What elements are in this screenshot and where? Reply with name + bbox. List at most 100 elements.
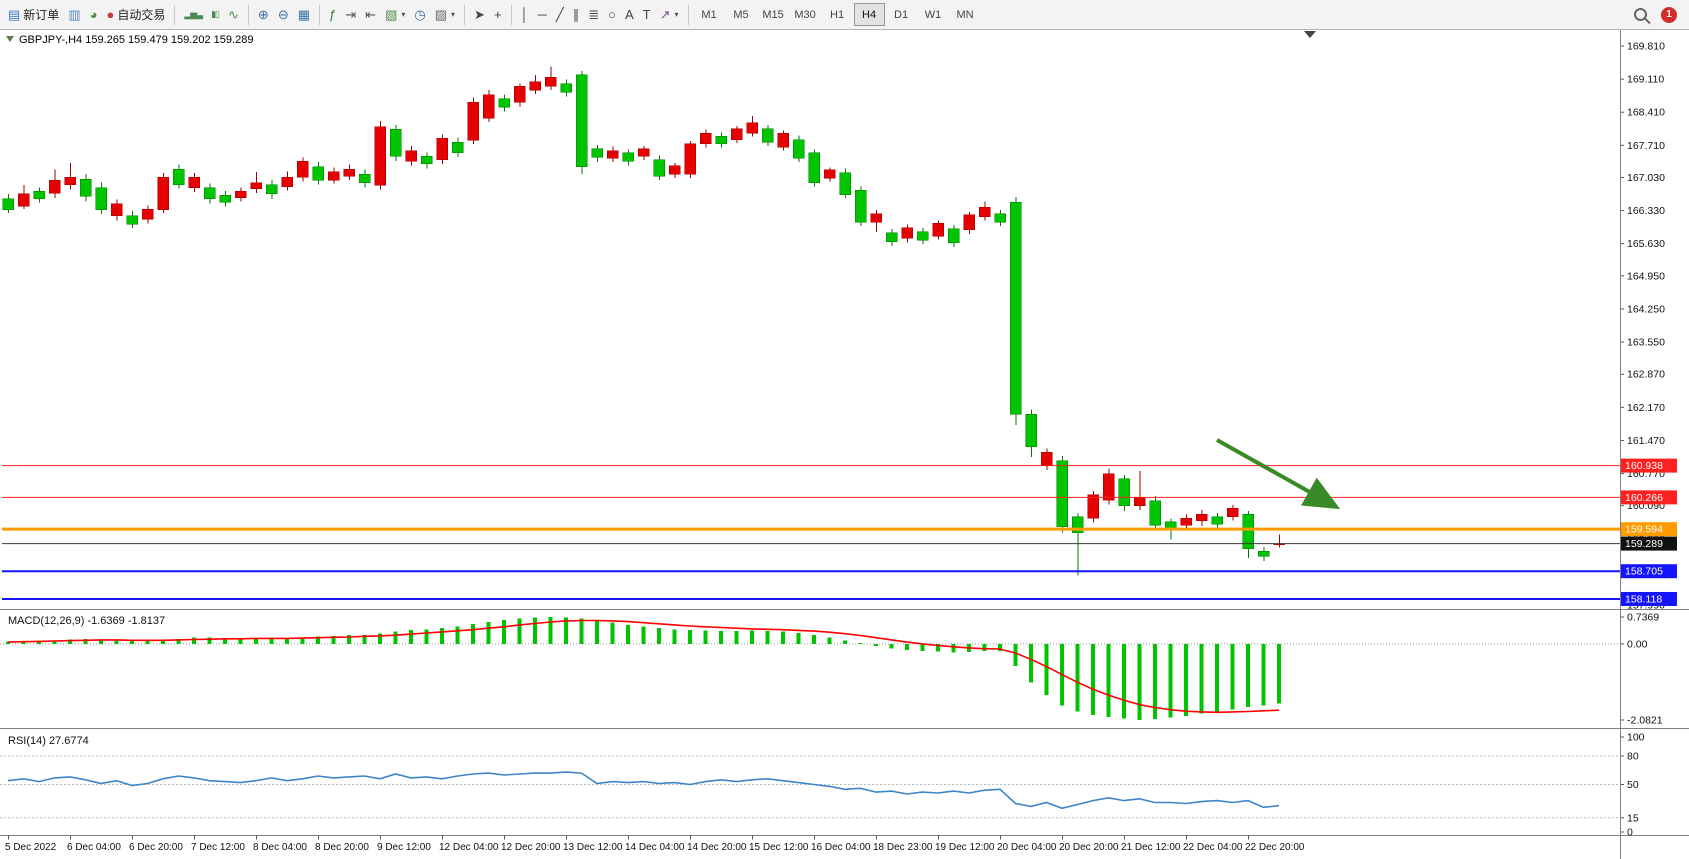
candlestick-series (2, 66, 1285, 576)
price-tick-label: 164.250 (1627, 303, 1665, 315)
templates-icon[interactable]: ▨ ▾ (431, 2, 459, 28)
rsi-tick-label: 50 (1627, 779, 1639, 791)
refresh-icon[interactable]: ◕ (86, 2, 102, 28)
indicator-layer: 0.7369 0.00 -2.0821 100 80 50 15 0 (0, 612, 1663, 839)
autotrading-button[interactable]: ● 自动交易 (102, 2, 169, 28)
time-tick-label: 22 Dec 20:00 (1245, 842, 1305, 853)
toolbar-separator (464, 4, 466, 25)
crosshair-icon[interactable]: + (490, 2, 506, 28)
chart-windows-icon[interactable]: ▥ (64, 2, 84, 28)
macd-panel: 0.7369 0.00 -2.0821 (0, 612, 1663, 727)
new-order-glyph: ▤ (8, 7, 21, 22)
price-badge-158.705 (1621, 564, 1677, 579)
fibonacci-icon[interactable]: ≣ (584, 2, 603, 28)
price-tick-label: 162.870 (1627, 369, 1665, 381)
new-chart-button[interactable]: ▧ ▾ (381, 2, 409, 28)
price-badge-label: 160.266 (1625, 492, 1663, 504)
text-icon[interactable]: A (621, 2, 638, 28)
time-tick-label: 6 Dec 04:00 (67, 842, 121, 853)
text-icon-glyph: A (624, 7, 634, 22)
price-tick-label: 167.710 (1627, 140, 1665, 152)
auto-scroll-icon-glyph: ⇥ (345, 7, 357, 22)
macd-tick-label: 0.00 (1627, 638, 1648, 650)
horizontal-line-icon[interactable]: ─ (534, 2, 551, 28)
tile-windows-icon[interactable]: ▦ (294, 2, 314, 28)
cursor-icon[interactable]: ➤ (470, 2, 489, 28)
arrows-icon-glyph: ↗ (659, 7, 671, 22)
price-badge-160.266 (1621, 490, 1677, 505)
new-order-button[interactable]: ▤ 新订单 (4, 2, 63, 28)
overlay-layer: 160.938 160.266 159.594 158.705 158.118 159.2… (1216, 31, 1677, 606)
timeframe-m1-button[interactable]: M1 (701, 8, 717, 21)
macd-tick-label: -2.0821 (1627, 715, 1663, 727)
vertical-line-icon[interactable]: │ (517, 2, 533, 28)
text-label-icon-glyph: T (642, 7, 651, 22)
macd-title: MACD(12,26,9) -1.6369 -1.8137 (8, 615, 165, 627)
toolbar-right-group: 1 (1630, 2, 1685, 28)
indicators-icon[interactable]: ƒ (325, 2, 340, 28)
indicators-icon-glyph: ƒ (329, 7, 337, 22)
trend-arrow-object[interactable] (1216, 438, 1341, 510)
templates-icon-glyph: ▨ (434, 7, 448, 22)
time-tick-label: 15 Dec 12:00 (749, 842, 809, 853)
price-tick-label: 163.550 (1627, 337, 1665, 349)
rsi-line (7, 771, 1280, 810)
timeframe-m5-button[interactable]: M5 (733, 8, 749, 21)
time-axis[interactable]: 5 Dec 2022 6 Dec 04:00 6 Dec 20:00 7 Dec 12… (5, 835, 1305, 854)
one-click-trading-toggle[interactable] (6, 36, 14, 42)
channel-icon-glyph: ∥ (572, 7, 580, 22)
price-badge-label: 159.594 (1625, 524, 1663, 536)
price-badge-label: 158.118 (1625, 593, 1662, 605)
chart-shift-marker[interactable] (1304, 31, 1316, 38)
timeframe-w1-button[interactable]: W1 (924, 8, 942, 21)
chart-shift-icon-glyph: ⇤ (365, 7, 377, 22)
price-tick-label: 161.470 (1627, 435, 1665, 447)
toolbar-separator (687, 4, 689, 25)
timeframe-h4-button[interactable]: H4 (853, 3, 885, 26)
line-chart-icon-glyph: ∿ (228, 7, 239, 22)
trendline-icon[interactable]: ╱ (552, 2, 568, 28)
chart-windows-icon-glyph: ▥ (68, 7, 81, 22)
time-tick-label: 14 Dec 04:00 (625, 842, 685, 853)
timeframe-m30-button[interactable]: M30 (794, 8, 816, 21)
price-tick-label: 168.410 (1627, 107, 1665, 119)
rsi-tick-label: 0 (1627, 827, 1633, 839)
time-tick-label: 13 Dec 12:00 (563, 842, 623, 853)
time-tick-label: 7 Dec 12:00 (191, 842, 245, 853)
price-badge-label: 158.705 (1625, 566, 1663, 578)
price-tick-label: 162.170 (1627, 402, 1665, 414)
macd-signal-line (7, 619, 1280, 714)
magnifier-glyph (1634, 8, 1647, 21)
notification-badge[interactable]: 1 (1661, 6, 1677, 23)
text-label-icon[interactable]: T (639, 2, 655, 28)
crosshair-icon-glyph: + (493, 7, 502, 22)
bar-chart-icon[interactable]: ▂▅▃ (180, 2, 206, 28)
time-tick-label: 8 Dec 20:00 (315, 842, 369, 853)
auto-scroll-icon[interactable]: ⇥ (341, 2, 360, 28)
caret-icon: ▾ (401, 10, 406, 19)
price-tick-label: 165.630 (1627, 238, 1665, 250)
candlestick-chart-icon[interactable]: ▮▯ (207, 2, 223, 28)
caret-icon: ▾ (674, 10, 679, 19)
arrows-icon[interactable]: ↗ ▾ (656, 2, 683, 28)
line-chart-icon[interactable]: ∿ (224, 2, 243, 28)
timeframe-m15-button[interactable]: M15 (762, 8, 784, 21)
ellipse-icon[interactable]: ○ (604, 2, 620, 28)
channel-icon[interactable]: ∥ (569, 2, 584, 28)
timeframe-mn-button[interactable]: MN (956, 8, 974, 21)
zoom-out-button[interactable]: ⊖ (274, 2, 293, 28)
zoom-in-button[interactable]: ⊕ (254, 2, 273, 28)
price-badge-158.118 (1621, 591, 1677, 606)
horizontal-line-icon-glyph: ─ (537, 7, 547, 22)
timeframe-h1-button[interactable]: H1 (830, 8, 845, 21)
clock-icon[interactable]: ◷ (410, 2, 429, 28)
chart-area[interactable]: 0.7369 0.00 -2.0821 100 80 50 15 0 169.810 169.1… (0, 30, 1689, 859)
time-tick-label: 21 Dec 12:00 (1121, 842, 1181, 853)
chart-plot-area[interactable] (0, 30, 1689, 859)
search-icon[interactable] (1630, 2, 1651, 28)
time-tick-label: 20 Dec 20:00 (1059, 842, 1119, 853)
timeframe-d1-button[interactable]: D1 (894, 8, 909, 21)
chart-shift-icon[interactable]: ⇤ (361, 2, 380, 28)
vertical-line-icon-glyph: │ (520, 7, 529, 22)
